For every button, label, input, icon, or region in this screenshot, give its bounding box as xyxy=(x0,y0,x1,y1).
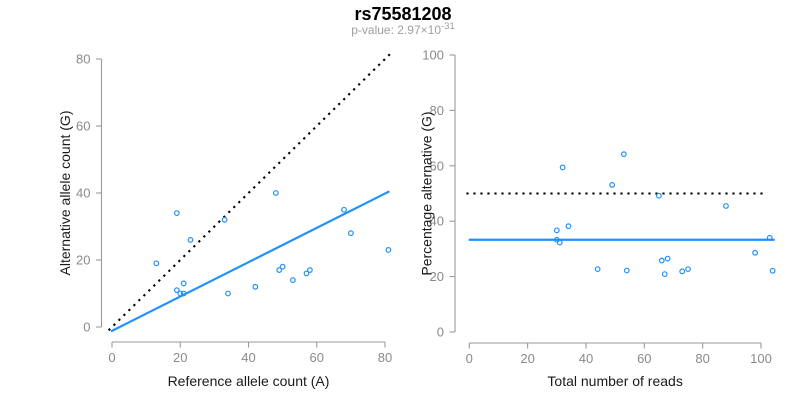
data-point xyxy=(620,151,627,158)
data-point xyxy=(385,247,392,253)
x-tick-label: 40 xyxy=(579,351,593,366)
x-tick-label: 60 xyxy=(310,350,324,365)
x-tick-label: 0 xyxy=(108,350,115,365)
data-point xyxy=(766,234,773,241)
data-point xyxy=(623,267,630,274)
data-point xyxy=(153,260,160,267)
x-tick-label: 20 xyxy=(173,350,187,365)
y-axis-title: Alternative allele count (G) xyxy=(57,111,73,276)
data-point xyxy=(221,216,228,223)
data-point xyxy=(177,290,184,297)
data-point xyxy=(272,190,279,196)
data-point xyxy=(723,203,729,209)
y-tick-label: 100 xyxy=(422,48,444,63)
y-tick-label: 60 xyxy=(76,119,90,134)
y-tick-label: 60 xyxy=(430,158,444,173)
y-tick-label: 80 xyxy=(430,103,444,118)
data-point xyxy=(769,267,776,274)
plot-subtitle: p-value: 2.97×10-31 xyxy=(351,21,454,37)
data-point xyxy=(173,287,180,294)
data-point xyxy=(303,270,310,277)
x-tick-label: 40 xyxy=(241,350,255,365)
y-tick-label: 40 xyxy=(430,214,444,229)
data-point xyxy=(225,290,231,297)
data-points xyxy=(553,151,776,278)
x-tick-label: 60 xyxy=(637,351,651,366)
x-tick-label: 80 xyxy=(695,351,709,366)
reference-lines xyxy=(107,51,393,333)
data-point xyxy=(664,255,671,262)
data-point xyxy=(559,164,566,171)
x-tick-label: 80 xyxy=(378,350,392,365)
data-point xyxy=(180,280,187,287)
data-point xyxy=(341,206,347,213)
x-axis-title: Total number of reads xyxy=(547,373,682,389)
x-tick-label: 100 xyxy=(750,351,772,366)
data-point xyxy=(594,266,601,273)
pvalue-exponent: -31 xyxy=(441,21,455,32)
y-tick-label: 0 xyxy=(437,325,444,340)
data-point xyxy=(658,257,665,264)
y-tick-label: 20 xyxy=(430,269,444,284)
y-axis: 0 20 40 60 80 xyxy=(76,52,103,335)
data-point xyxy=(289,277,296,284)
y-axis: 0 20 40 60 80 100 xyxy=(422,48,456,340)
pvalue-text: p-value: 2.97×10 xyxy=(351,23,441,37)
data-point xyxy=(556,239,563,246)
data-point xyxy=(276,267,283,273)
data-point xyxy=(655,192,662,199)
reference-lines xyxy=(466,192,775,241)
data-point xyxy=(307,267,313,273)
data-point xyxy=(252,283,259,290)
data-point xyxy=(679,268,686,275)
x-axis-title: Reference allele count (A) xyxy=(168,373,330,389)
expected-ratio-line xyxy=(110,190,390,333)
data-point xyxy=(752,249,759,256)
left-scatter-panel: 0 20 40 60 80 0 20 40 60 80 Reference allele count… xyxy=(57,51,393,389)
x-axis: 0 20 40 60 80 100 xyxy=(466,342,772,366)
plot-title: rs75581208 xyxy=(354,4,451,24)
data-point xyxy=(347,230,354,237)
right-scatter-panel: 0 20 40 60 80 100 0 20 40 60 80 100 Total number of … xyxy=(418,48,776,389)
y-axis-title: Percentage alternative (G) xyxy=(418,111,434,275)
y-tick-label: 0 xyxy=(83,320,90,335)
data-point xyxy=(661,271,668,278)
data-point xyxy=(685,266,691,273)
y-tick-label: 20 xyxy=(76,253,90,268)
x-tick-label: 0 xyxy=(466,351,473,366)
data-point xyxy=(173,210,180,217)
data-point xyxy=(553,227,560,234)
data-point xyxy=(180,290,187,297)
data-point xyxy=(565,223,572,230)
y-tick-label: 40 xyxy=(76,186,90,201)
y-tick-label: 80 xyxy=(76,52,90,67)
x-tick-label: 20 xyxy=(520,351,534,366)
data-point xyxy=(187,236,194,243)
data-point xyxy=(609,182,616,188)
x-axis: 0 20 40 60 80 xyxy=(108,341,392,365)
data-point xyxy=(279,263,286,270)
identity-line xyxy=(107,51,393,332)
data-points xyxy=(153,190,392,297)
